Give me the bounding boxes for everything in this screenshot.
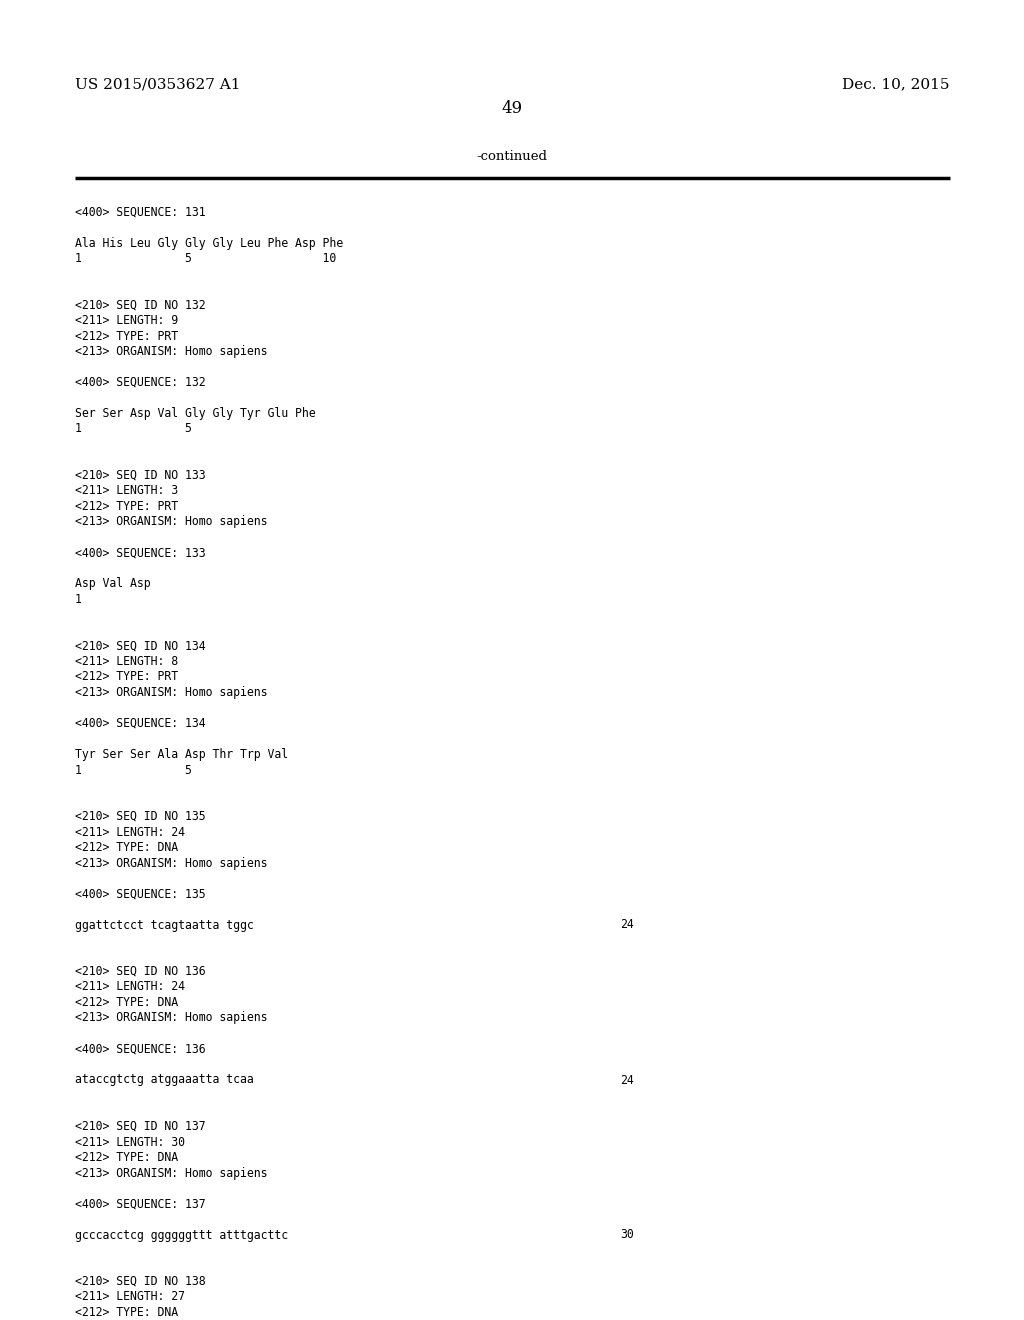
Text: <400> SEQUENCE: 132: <400> SEQUENCE: 132 (75, 376, 206, 389)
Text: <210> SEQ ID NO 134: <210> SEQ ID NO 134 (75, 639, 206, 652)
Text: 1               5                   10: 1 5 10 (75, 252, 336, 265)
Text: -continued: -continued (476, 150, 548, 162)
Text: <400> SEQUENCE: 134: <400> SEQUENCE: 134 (75, 717, 206, 730)
Text: <213> ORGANISM: Homo sapiens: <213> ORGANISM: Homo sapiens (75, 1011, 267, 1024)
Text: <212> TYPE: PRT: <212> TYPE: PRT (75, 330, 178, 342)
Text: Tyr Ser Ser Ala Asp Thr Trp Val: Tyr Ser Ser Ala Asp Thr Trp Val (75, 748, 288, 762)
Text: <211> LENGTH: 27: <211> LENGTH: 27 (75, 1291, 185, 1304)
Text: Ser Ser Asp Val Gly Gly Tyr Glu Phe: Ser Ser Asp Val Gly Gly Tyr Glu Phe (75, 407, 315, 420)
Text: Asp Val Asp: Asp Val Asp (75, 578, 151, 590)
Text: Dec. 10, 2015: Dec. 10, 2015 (843, 77, 950, 91)
Text: <213> ORGANISM: Homo sapiens: <213> ORGANISM: Homo sapiens (75, 857, 267, 870)
Text: ataccgtctg atggaaatta tcaa: ataccgtctg atggaaatta tcaa (75, 1073, 254, 1086)
Text: 1               5: 1 5 (75, 763, 191, 776)
Text: <211> LENGTH: 9: <211> LENGTH: 9 (75, 314, 178, 327)
Text: <210> SEQ ID NO 135: <210> SEQ ID NO 135 (75, 810, 206, 822)
Text: <210> SEQ ID NO 137: <210> SEQ ID NO 137 (75, 1119, 206, 1133)
Text: <213> ORGANISM: Homo sapiens: <213> ORGANISM: Homo sapiens (75, 686, 267, 700)
Text: <212> TYPE: DNA: <212> TYPE: DNA (75, 1151, 178, 1164)
Text: <212> TYPE: DNA: <212> TYPE: DNA (75, 997, 178, 1008)
Text: 24: 24 (620, 919, 634, 932)
Text: <400> SEQUENCE: 137: <400> SEQUENCE: 137 (75, 1197, 206, 1210)
Text: <210> SEQ ID NO 132: <210> SEQ ID NO 132 (75, 298, 206, 312)
Text: 30: 30 (620, 1229, 634, 1242)
Text: <210> SEQ ID NO 138: <210> SEQ ID NO 138 (75, 1275, 206, 1288)
Text: <211> LENGTH: 8: <211> LENGTH: 8 (75, 655, 178, 668)
Text: gcccacctcg ggggggttt atttgacttc: gcccacctcg ggggggttt atttgacttc (75, 1229, 288, 1242)
Text: <212> TYPE: PRT: <212> TYPE: PRT (75, 500, 178, 513)
Text: <213> ORGANISM: Homo sapiens: <213> ORGANISM: Homo sapiens (75, 1167, 267, 1180)
Text: 1: 1 (75, 593, 82, 606)
Text: <400> SEQUENCE: 133: <400> SEQUENCE: 133 (75, 546, 206, 560)
Text: <211> LENGTH: 3: <211> LENGTH: 3 (75, 484, 178, 498)
Text: <213> ORGANISM: Homo sapiens: <213> ORGANISM: Homo sapiens (75, 345, 267, 358)
Text: <400> SEQUENCE: 135: <400> SEQUENCE: 135 (75, 887, 206, 900)
Text: <400> SEQUENCE: 136: <400> SEQUENCE: 136 (75, 1043, 206, 1056)
Text: ggattctcct tcagtaatta tggc: ggattctcct tcagtaatta tggc (75, 919, 254, 932)
Text: US 2015/0353627 A1: US 2015/0353627 A1 (75, 77, 241, 91)
Text: <212> TYPE: DNA: <212> TYPE: DNA (75, 841, 178, 854)
Text: <211> LENGTH: 24: <211> LENGTH: 24 (75, 981, 185, 994)
Text: Ala His Leu Gly Gly Gly Leu Phe Asp Phe: Ala His Leu Gly Gly Gly Leu Phe Asp Phe (75, 236, 343, 249)
Text: <212> TYPE: DNA: <212> TYPE: DNA (75, 1305, 178, 1319)
Text: <211> LENGTH: 24: <211> LENGTH: 24 (75, 825, 185, 838)
Text: <210> SEQ ID NO 133: <210> SEQ ID NO 133 (75, 469, 206, 482)
Text: 24: 24 (620, 1073, 634, 1086)
Text: <400> SEQUENCE: 131: <400> SEQUENCE: 131 (75, 206, 206, 219)
Text: <213> ORGANISM: Homo sapiens: <213> ORGANISM: Homo sapiens (75, 516, 267, 528)
Text: <210> SEQ ID NO 136: <210> SEQ ID NO 136 (75, 965, 206, 978)
Text: <211> LENGTH: 30: <211> LENGTH: 30 (75, 1135, 185, 1148)
Text: <212> TYPE: PRT: <212> TYPE: PRT (75, 671, 178, 684)
Text: 49: 49 (502, 100, 522, 117)
Text: 1               5: 1 5 (75, 422, 191, 436)
